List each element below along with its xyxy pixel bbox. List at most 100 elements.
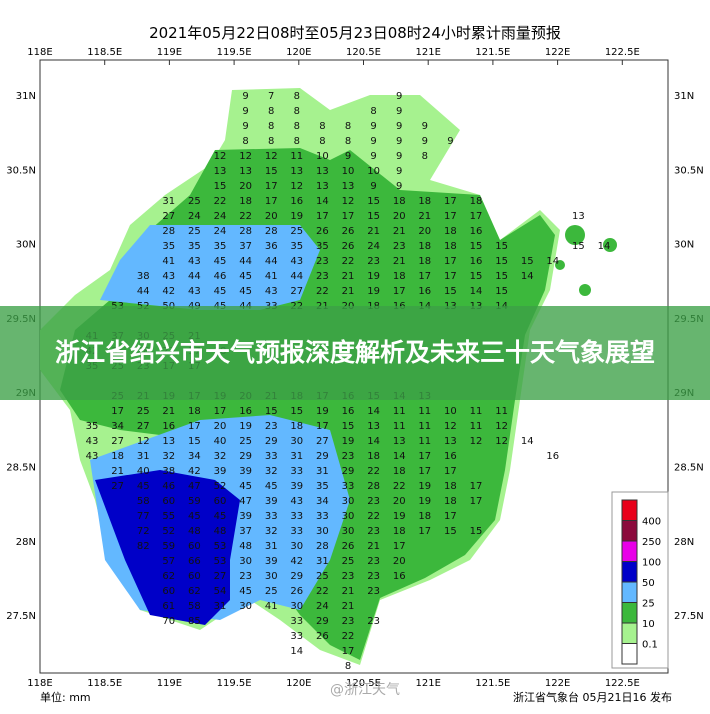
rain-value: 30 [239,556,252,567]
rain-value: 8 [370,106,376,117]
rain-value: 13 [239,166,252,177]
rain-value: 18 [393,271,406,282]
rain-value: 18 [111,451,124,462]
rain-value: 39 [265,496,278,507]
rain-value: 44 [239,256,252,267]
rain-value: 15 [367,211,380,222]
rain-value: 33 [290,526,303,537]
rain-value: 17 [316,211,329,222]
rain-value: 14 [367,406,380,417]
rain-value: 22 [342,256,355,267]
lon-label: 122E [545,678,570,689]
rain-value: 40 [137,466,150,477]
rain-value: 57 [162,556,175,567]
rain-value: 45 [214,511,227,522]
legend-label: 50 [642,578,655,589]
rain-value: 14 [316,196,329,207]
rain-value: 16 [342,406,355,417]
rain-value: 33 [290,466,303,477]
rain-value: 33 [316,511,329,522]
rain-value: 8 [294,106,300,117]
rain-value: 17 [188,421,201,432]
rain-value: 35 [316,481,329,492]
rain-value: 14 [367,436,380,447]
lon-label: 119.5E [217,47,252,58]
rain-value: 29 [290,571,303,582]
rain-value: 28 [367,481,380,492]
rain-value: 9 [370,151,376,162]
legend-label: 400 [642,517,661,528]
rain-value: 36 [265,241,278,252]
legend-label: 25 [642,599,655,610]
rain-value: 17 [418,271,431,282]
legend-swatch [621,540,638,562]
rain-value: 21 [367,541,380,552]
rain-value: 21 [393,256,406,267]
rain-value: 9 [396,106,402,117]
rain-value: 12 [495,421,508,432]
rain-value: 31 [137,451,150,462]
rain-value: 26 [342,226,355,237]
rain-value: 43 [290,256,303,267]
lon-label: 121E [415,678,440,689]
rain-value: 18 [418,511,431,522]
rain-value: 35 [86,421,99,432]
lon-label: 119E [157,678,182,689]
rain-value: 72 [137,526,150,537]
rain-value: 35 [214,241,227,252]
rain-value: 44 [290,271,303,282]
rain-value: 17 [111,406,124,417]
rain-value: 13 [393,436,406,447]
rain-value: 9 [242,106,248,117]
rain-value: 23 [367,496,380,507]
rain-value: 23 [316,271,329,282]
legend-swatch [621,622,638,644]
rain-value: 45 [265,481,278,492]
rain-value: 22 [367,511,380,522]
rain-value: 13 [342,181,355,192]
rain-value: 27 [111,436,124,447]
rain-value: 26 [342,241,355,252]
rain-value: 9 [396,91,402,102]
rain-value: 46 [162,481,175,492]
rain-value: 11 [393,406,406,417]
rain-value: 14 [470,286,483,297]
rain-value: 32 [214,451,227,462]
rain-value: 13 [367,421,380,432]
rain-value: 29 [316,616,329,627]
rain-value: 13 [162,436,175,447]
lon-label: 120E [286,678,311,689]
rain-value: 20 [393,496,406,507]
rain-value: 60 [188,541,201,552]
legend-swatch [621,520,638,542]
rain-value: 17 [316,421,329,432]
rain-value: 43 [290,496,303,507]
rain-value: 39 [265,556,278,567]
lon-label: 118.5E [87,47,122,58]
rain-value: 45 [239,481,252,492]
rain-value: 55 [162,511,175,522]
rain-value: 47 [239,496,252,507]
rain-value: 12 [290,181,303,192]
rain-value: 24 [214,226,227,237]
rain-value: 19 [367,271,380,282]
rain-value: 22 [316,286,329,297]
rain-value: 8 [345,661,351,672]
rain-value: 43 [86,436,99,447]
issuer: 浙江省气象台 05月21日16 发布 [513,690,672,704]
legend-label: 250 [642,537,661,548]
rain-value: 18 [444,481,457,492]
rain-value: 15 [495,241,508,252]
rain-value: 13 [316,181,329,192]
lon-label: 121.5E [475,47,510,58]
rain-value: 11 [470,421,483,432]
rain-value: 27 [111,481,124,492]
rain-value: 18 [418,256,431,267]
rain-value: 15 [265,406,278,417]
rain-value: 25 [290,226,303,237]
rain-value: 15 [188,436,201,447]
rain-value: 13 [214,166,227,177]
rain-value: 30 [290,436,303,447]
rain-value: 9 [370,181,376,192]
rain-value: 14 [598,241,611,252]
